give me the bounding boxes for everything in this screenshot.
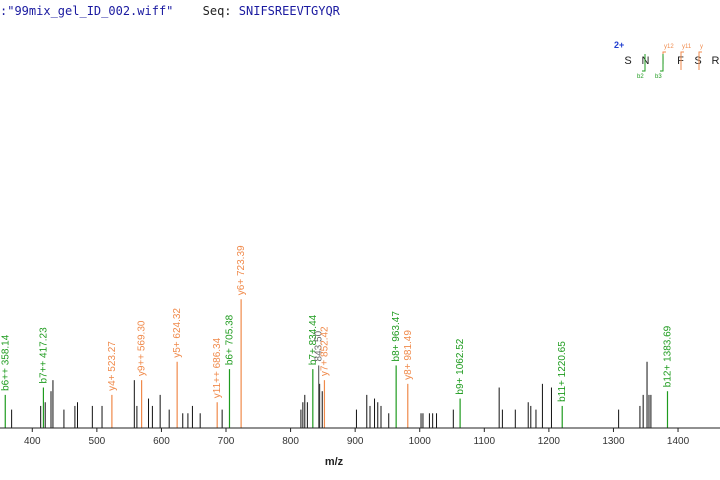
x-tick-label: 800 [282, 436, 299, 447]
peak-label: y7+ 852.42 [319, 326, 330, 376]
b-ion-index: b2 [637, 74, 644, 80]
peak-label: b6++ 358.14 [0, 334, 11, 391]
precursor-charge: 2+ [614, 40, 624, 50]
sequence-residue: R [712, 55, 720, 67]
peak-label-group: b6++ 358.14 b7++ 417.23 y4+ 523.27 y9++ 569… [0, 245, 673, 402]
peak-label: b11+ 1220.65 [557, 341, 568, 402]
peak-label: b7+ 834.44 [308, 314, 319, 365]
seq-label: Seq: [202, 4, 232, 18]
x-axis-label: m/z [325, 456, 344, 468]
peak-group [4, 299, 669, 428]
peak-label: y8+ 981.49 [403, 330, 414, 380]
peak-label: y4+ 523.27 [107, 341, 118, 391]
y-ion-index: y [700, 44, 703, 50]
peak-label: b12+ 1383.69 [662, 325, 673, 387]
y-ion-bracket [698, 51, 702, 70]
y-ion-index: y11 [682, 44, 692, 50]
sequence-residue: S [694, 55, 701, 67]
peak-label: 843.50 [314, 330, 325, 361]
x-tick-label: 700 [218, 436, 235, 447]
x-tick-label: 500 [89, 436, 106, 447]
peak-label: b6+ 705.38 [224, 314, 235, 365]
peak-label: b7++ 417.23 [38, 327, 49, 384]
x-tick-label: 400 [24, 436, 41, 447]
peak-label: b8+ 963.47 [391, 311, 402, 362]
spectrum-header: :"99mix_gel_ID_002.wiff" Seq: SNIFSREEVT… [0, 4, 340, 22]
x-tick-label: 900 [347, 436, 364, 447]
seq-value: SNIFSREEVTGYQR [238, 4, 340, 18]
peak-label: y11++ 686.34 [212, 337, 223, 398]
peak-label: y5+ 624.32 [172, 308, 183, 358]
x-tick-label: 1300 [602, 436, 625, 447]
b-ion-bracket [642, 54, 646, 72]
sequence-residue: N [642, 55, 650, 67]
x-axis-ticks: 400 500 600 700 800 900 1000 1100 1200 1300 1400 [24, 428, 690, 447]
y-ion-bracket [680, 51, 684, 70]
sequence-residue: S [624, 55, 631, 67]
peak-label: b9+ 1062.52 [455, 338, 466, 394]
file-name: :"99mix_gel_ID_002.wiff" [0, 4, 174, 18]
x-tick-label: 1400 [667, 436, 690, 447]
x-tick-label: 1100 [474, 436, 496, 447]
peak-label: y6+ 723.39 [236, 245, 247, 295]
b-ion-bracket [660, 54, 664, 72]
x-tick-label: 1000 [409, 436, 432, 447]
b-ion-index: b3 [655, 74, 662, 80]
peak-label: y9++ 569.30 [137, 320, 148, 376]
x-tick-label: 1200 [538, 436, 561, 447]
x-tick-label: 600 [153, 436, 170, 447]
y-ion-index: y12 [664, 44, 674, 50]
